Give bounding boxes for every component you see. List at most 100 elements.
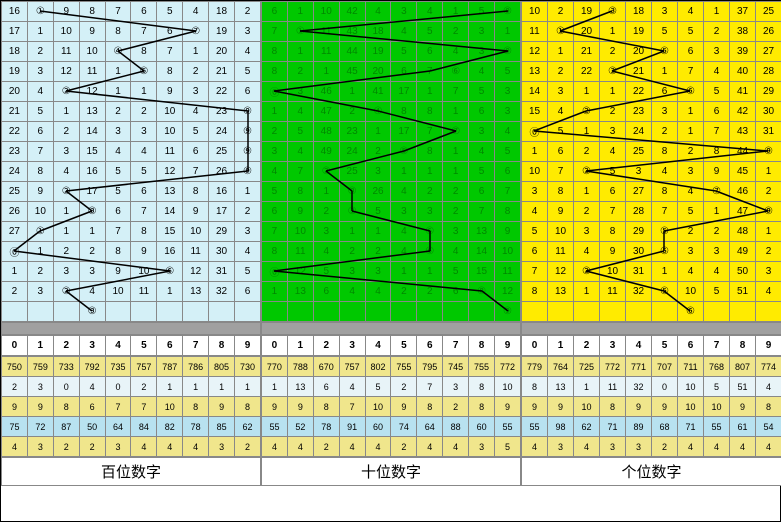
- cell: 19: [365, 42, 391, 62]
- cell: 9: [79, 22, 105, 42]
- cell: 2: [27, 42, 53, 62]
- stat-cell: 52: [287, 417, 313, 437]
- cell: 1: [287, 42, 313, 62]
- stat-cell: 779: [522, 357, 548, 377]
- stat-cell: 64: [417, 417, 443, 437]
- cell: 8: [417, 142, 443, 162]
- cell: 2: [287, 62, 313, 82]
- cell: [443, 302, 469, 322]
- cell: 18: [626, 2, 652, 22]
- header-digit: 3: [600, 336, 626, 356]
- stat-cell: 772: [600, 357, 626, 377]
- cell: 1: [235, 182, 261, 202]
- stat-cell: 3: [600, 437, 626, 457]
- cell: 16: [79, 162, 105, 182]
- cell: 3: [287, 82, 313, 102]
- cell: 21: [209, 62, 235, 82]
- cell: 21: [574, 42, 600, 62]
- cell: ②: [574, 102, 600, 122]
- cell: 1: [53, 222, 79, 242]
- stat-cell: 9: [522, 397, 548, 417]
- cell: ②: [574, 262, 600, 282]
- cell: 3: [652, 2, 678, 22]
- cell: 48: [313, 122, 339, 142]
- stat-cell: 4: [704, 437, 730, 457]
- cell: ③: [600, 62, 626, 82]
- cell: ⓪: [2, 242, 28, 262]
- cell: [157, 302, 183, 322]
- cell: 10: [157, 102, 183, 122]
- cell: 8: [79, 2, 105, 22]
- section-label: 百位数字: [2, 458, 261, 486]
- cell: 1: [495, 22, 521, 42]
- cell: ②: [53, 82, 79, 102]
- cell: ⑥: [443, 62, 469, 82]
- cell: 17: [2, 22, 28, 42]
- cell: 4: [548, 102, 574, 122]
- stat-cell: 98: [548, 417, 574, 437]
- cell: [339, 302, 365, 322]
- cell: 9: [53, 2, 79, 22]
- cell: [53, 302, 79, 322]
- cell: 5: [235, 262, 261, 282]
- cell: 3: [27, 62, 53, 82]
- cell: 1: [417, 162, 443, 182]
- header-digit: 7: [443, 336, 469, 356]
- cell: 2: [235, 2, 261, 22]
- stat-cell: 10: [157, 397, 183, 417]
- header-digit: 9: [235, 336, 261, 356]
- cell: 10: [53, 22, 79, 42]
- cell: 12: [548, 262, 574, 282]
- cell: 2: [313, 202, 339, 222]
- cell: 23: [626, 102, 652, 122]
- cell: 6: [522, 242, 548, 262]
- cell: 16: [209, 182, 235, 202]
- cell: [313, 302, 339, 322]
- stat-cell: 2: [652, 437, 678, 457]
- header-digit: 0: [262, 336, 288, 356]
- stats: 7797647257727717077117688077748131113201…: [521, 356, 781, 457]
- cell: 30: [626, 242, 652, 262]
- stat-cell: 8: [53, 397, 79, 417]
- stat-cell: 3: [443, 377, 469, 397]
- cell: 2: [548, 2, 574, 22]
- cell: 13: [469, 222, 495, 242]
- cell: 6: [262, 202, 288, 222]
- cell: 1: [262, 282, 288, 302]
- cell: 1: [313, 182, 339, 202]
- cell: 5: [27, 102, 53, 122]
- cell: 3: [522, 182, 548, 202]
- cell: 18: [209, 2, 235, 22]
- stat-cell: 3: [548, 437, 574, 457]
- trend-grid: 61104243415⑨7①11431845231811144195643⑨82…: [261, 1, 521, 322]
- cell: 1: [27, 242, 53, 262]
- cell: 4: [469, 142, 495, 162]
- stat-cell: 4: [678, 437, 704, 457]
- stat-cell: 62: [235, 417, 261, 437]
- stat-cell: 1: [157, 377, 183, 397]
- cell: 8: [105, 22, 131, 42]
- cell: 2: [339, 102, 365, 122]
- spacer: [521, 322, 781, 335]
- cell: 5: [548, 122, 574, 142]
- cell: 4: [313, 242, 339, 262]
- header-digit: 1: [287, 336, 313, 356]
- cell: 2: [678, 222, 704, 242]
- stat-cell: 774: [756, 357, 781, 377]
- cell: 7: [183, 162, 209, 182]
- cell: 17: [391, 82, 417, 102]
- cell: ⑥: [417, 222, 443, 242]
- cell: 42: [339, 2, 365, 22]
- cell: 1: [600, 82, 626, 102]
- cell: 4: [339, 282, 365, 302]
- cell: 9: [287, 202, 313, 222]
- cell: 8: [600, 222, 626, 242]
- cell: 3: [678, 242, 704, 262]
- header-digit: 4: [626, 336, 652, 356]
- cell: ⑦: [704, 182, 730, 202]
- cell: ②: [313, 162, 339, 182]
- cell: ③: [600, 2, 626, 22]
- cell: 4: [443, 42, 469, 62]
- header-digit: 2: [574, 336, 600, 356]
- cell: 5: [313, 262, 339, 282]
